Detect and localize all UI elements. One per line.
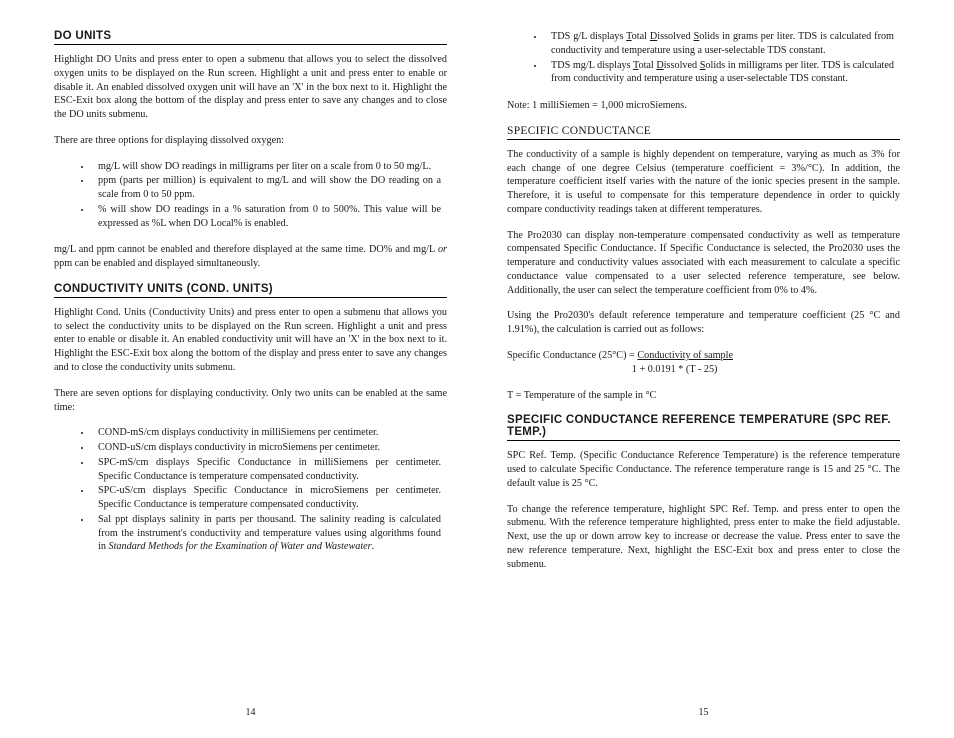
- sc-temp-def: T = Temperature of the sample in °C: [507, 389, 900, 403]
- tds-gl: TDS g/L displays Total Dissolved Solids …: [545, 30, 900, 58]
- sc-p3: Using the Pro2030's default reference te…: [507, 309, 900, 337]
- spc-ref-temp-heading: SPECIFIC CONDUCTANCE REFERENCE TEMPERATU…: [507, 414, 900, 441]
- tds-mgl: TDS mg/L displays Total Dissolved Solids…: [545, 59, 900, 87]
- specific-conductance-heading: SPECIFIC CONDUCTANCE: [507, 125, 900, 140]
- sc-p2: The Pro2030 can display non-temperature …: [507, 229, 900, 298]
- cond-option-sal: Sal ppt displays salinity in parts per t…: [92, 513, 447, 554]
- do-option-ppm: ppm (parts per million) is equivalent to…: [92, 174, 447, 202]
- do-option-percent: % will show DO readings in a % saturatio…: [92, 203, 447, 231]
- sc-formula: Specific Conductance (25°C) = Conductivi…: [507, 349, 900, 377]
- cond-options-list: COND-mS/cm displays conductivity in mill…: [54, 426, 447, 555]
- siemen-note: Note: 1 milliSiemen = 1,000 microSiemens…: [507, 99, 900, 113]
- tds-options-list: TDS g/L displays Total Dissolved Solids …: [507, 30, 900, 87]
- do-units-intro: Highlight DO Units and press enter to op…: [54, 53, 447, 122]
- cond-option-ms: COND-mS/cm displays conductivity in mill…: [92, 426, 447, 440]
- cond-units-intro: Highlight Cond. Units (Conductivity Unit…: [54, 306, 447, 375]
- do-options-lead: There are three options for displaying d…: [54, 134, 447, 148]
- do-note: mg/L and ppm cannot be enabled and there…: [54, 243, 447, 271]
- cond-units-heading: CONDUCTIVITY UNITS (COND. UNITS): [54, 283, 447, 298]
- spc-p2: To change the reference temperature, hig…: [507, 503, 900, 572]
- do-option-mgl: mg/L will show DO readings in milligrams…: [92, 160, 447, 174]
- cond-option-us: COND-uS/cm displays conductivity in micr…: [92, 441, 447, 455]
- right-column: TDS g/L displays Total Dissolved Solids …: [477, 30, 930, 718]
- cond-options-lead: There are seven options for displaying c…: [54, 387, 447, 415]
- do-options-list: mg/L will show DO readings in milligrams…: [54, 160, 447, 232]
- spc-p1: SPC Ref. Temp. (Specific Conductance Ref…: [507, 449, 900, 490]
- do-units-heading: DO UNITS: [54, 30, 447, 45]
- sc-p1: The conductivity of a sample is highly d…: [507, 148, 900, 217]
- page-number-right: 15: [507, 707, 900, 718]
- page-number-left: 14: [54, 707, 447, 718]
- cond-option-spc-us: SPC-uS/cm displays Specific Conductance …: [92, 484, 447, 512]
- left-column: DO UNITS Highlight DO Units and press en…: [24, 30, 477, 718]
- cond-option-spc-ms: SPC-mS/cm displays Specific Conductance …: [92, 456, 447, 484]
